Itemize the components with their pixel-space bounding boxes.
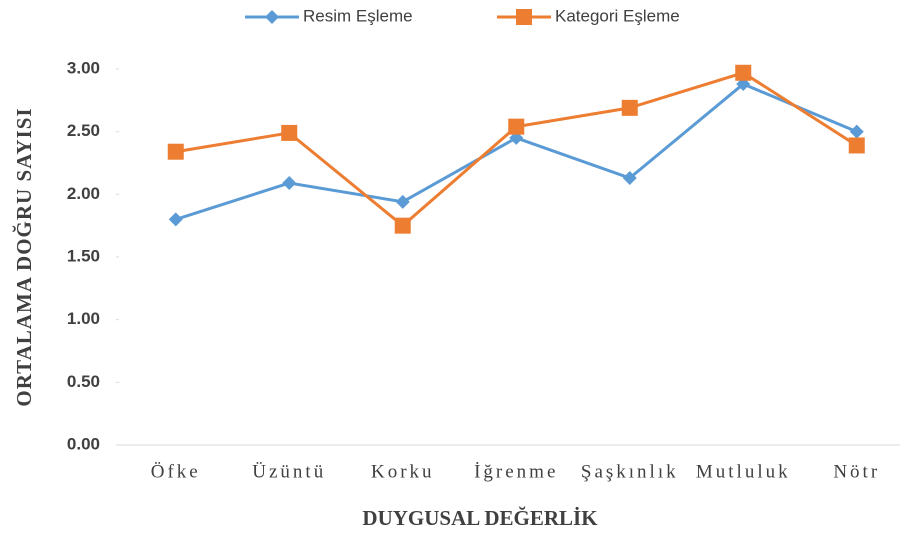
y-tick-label: 2.00 [67, 184, 100, 203]
x-tick-label: Üzüntü [252, 461, 326, 482]
y-tick-label: 1.00 [67, 309, 100, 328]
y-tick-label: 3.00 [67, 58, 100, 77]
point [848, 137, 865, 154]
x-tick-label: Şaşkınlık [581, 461, 679, 482]
x-tick-label: İğrenme [474, 461, 558, 482]
x-tick-label: Mutluluk [696, 461, 791, 482]
point [167, 143, 184, 160]
point [849, 124, 864, 139]
y-tick-label: 2.50 [67, 121, 100, 140]
point [621, 99, 638, 116]
y-tick-label: 1.50 [67, 246, 100, 265]
series-line [175, 71, 858, 228]
point [265, 10, 279, 24]
point [394, 217, 411, 234]
point [395, 194, 410, 209]
point [281, 124, 298, 141]
x-tick-label: Öfke [151, 461, 201, 482]
legend-label: Kategori Eşleme [555, 6, 680, 25]
legend-label: Resim Eşleme [303, 6, 413, 25]
point [508, 118, 525, 135]
point [622, 171, 637, 186]
y-axis-title: ORTALAMA DOĞRU SAYISI [12, 107, 36, 406]
point [282, 176, 297, 191]
x-tick-label: Korku [371, 461, 435, 482]
point [168, 212, 183, 227]
series-line [175, 82, 858, 221]
y-tick-label: 0.00 [67, 434, 100, 453]
x-tick-label: Nötr [833, 461, 880, 482]
point [735, 64, 752, 81]
x-axis-title: DUYGUSAL DEĞERLİK [362, 506, 598, 530]
y-tick-label: 0.50 [67, 372, 100, 391]
point [516, 9, 532, 25]
